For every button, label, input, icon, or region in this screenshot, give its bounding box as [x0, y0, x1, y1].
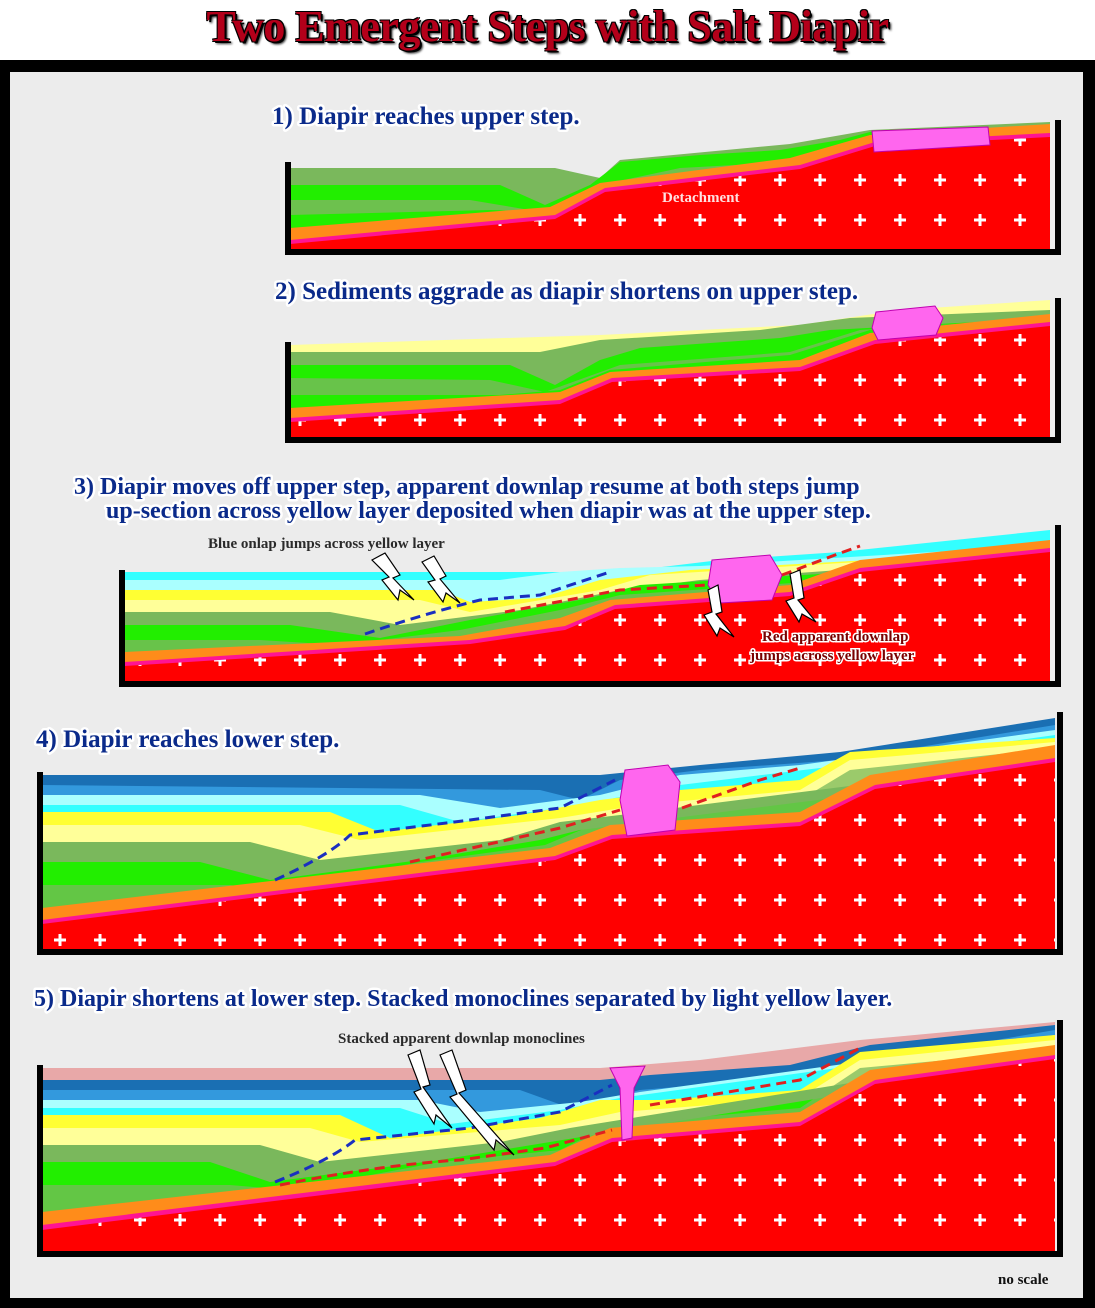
panel-3: 3) Diapir moves off upper step, apparent…	[72, 472, 1061, 687]
panel-3-section: Red apparent downlap jumps across yellow…	[119, 525, 1061, 687]
panel-2: 2) Sediments aggrade as diapir shortens …	[273, 276, 1061, 443]
panel-4-caption: 4) Diapir reaches lower step.	[36, 726, 339, 753]
panel-1: 1) Diapir reaches upper step. Detachment	[270, 101, 1061, 255]
panel-2-diapir	[871, 305, 944, 341]
no-scale-label: no scale	[998, 1272, 1049, 1288]
lightning-arrow-icon	[439, 1049, 515, 1156]
panel-5: 5) Diapir shortens at lower step. Stacke…	[32, 984, 1063, 1257]
lightning-arrow-icon	[371, 552, 415, 602]
panel-3-caption-line2: up-section across yellow layer deposited…	[106, 498, 871, 524]
lightning-arrow-icon	[785, 569, 817, 624]
panel-3-diapir	[707, 554, 783, 604]
blue-onlap-note: Blue onlap jumps across yellow layer	[208, 536, 445, 552]
panel-1-section: Detachment	[285, 120, 1061, 255]
panel-2-section	[285, 298, 1061, 443]
page-title: Two Emergent Steps with Salt Diapir	[206, 2, 889, 51]
panel-3-caption-line1: 3) Diapir moves off upper step, apparent…	[74, 474, 860, 500]
panel-5-section	[37, 1020, 1063, 1257]
stacked-monoclines-note: Stacked apparent downlap monoclines	[338, 1031, 585, 1047]
lightning-arrow-icon	[421, 555, 461, 604]
panel-4: 4) Diapir reaches lower step.	[34, 712, 1063, 955]
panel-5-caption: 5) Diapir shortens at lower step. Stacke…	[34, 986, 892, 1012]
panel-1-caption: 1) Diapir reaches upper step.	[272, 103, 580, 130]
lightning-arrow-icon	[703, 584, 735, 638]
lightning-arrow-icon	[407, 1049, 453, 1129]
panel-4-section	[37, 712, 1063, 955]
panel-4-diapir	[619, 764, 681, 837]
detachment-label: Detachment	[662, 190, 739, 206]
panel-2-caption: 2) Sediments aggrade as diapir shortens …	[275, 278, 858, 305]
red-downlap-note-line2: jumps across yellow layer	[749, 648, 915, 664]
panel-5-diapir	[609, 1065, 646, 1141]
red-downlap-note-line1: Red apparent downlap	[762, 629, 908, 645]
panel-1-diapir	[871, 126, 991, 153]
